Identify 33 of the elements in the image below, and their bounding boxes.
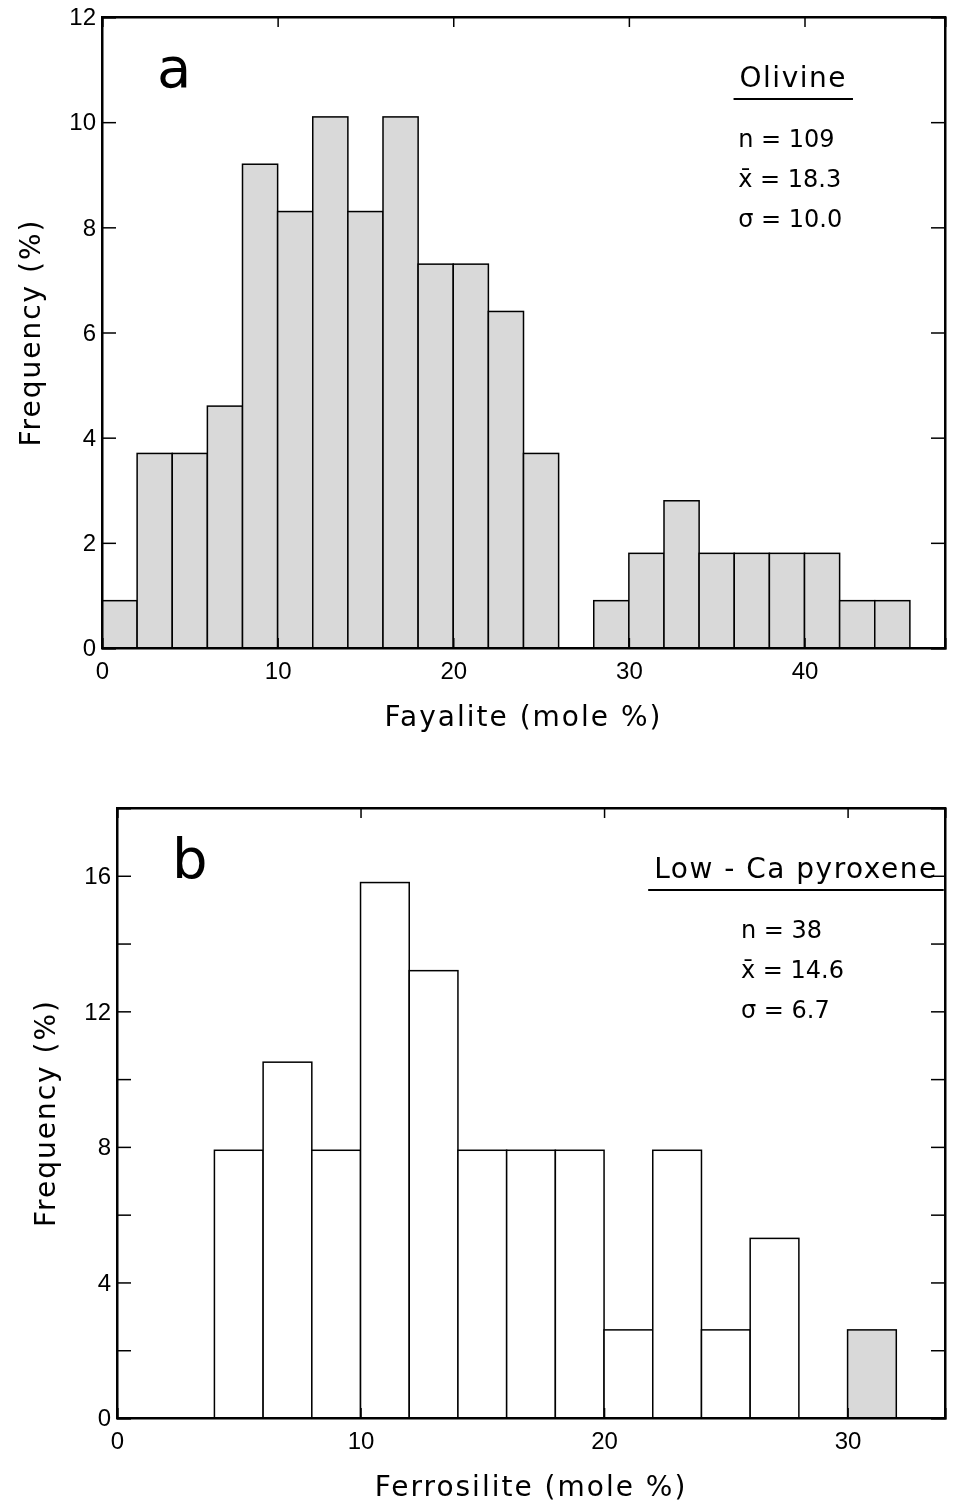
y-tick-label: 16 [84,861,111,889]
y-tick-label: 10 [69,108,96,136]
y-axis-title: Frequency (%) [14,218,47,447]
annotation: x̄ = 18.3 [738,165,842,193]
y-tick-label: 0 [97,1404,111,1432]
y-tick-label: 12 [69,3,96,31]
chart-title: b [172,826,208,891]
x-tick-label: 40 [791,657,819,685]
annotation: x̄ = 14.6 [740,956,844,984]
x-axis-title: Fayalite (mole %) [384,700,663,733]
y-tick-label: 8 [97,1133,111,1161]
y-tick-label: 4 [82,423,96,451]
x-tick-label: 30 [616,657,643,685]
y-tick-label: 12 [84,997,111,1025]
x-tick-label: 20 [440,657,468,685]
x-tick-label: 20 [591,1427,618,1455]
text: Olivine [739,61,847,94]
annotation: n = 109 [738,125,835,153]
chart-title: a [157,35,192,100]
text: Low - Ca pyroxene [654,852,938,885]
y-tick-label: 6 [82,318,96,346]
x-axis-title: Ferrosilite (mole %) [374,1470,688,1502]
annotation: n = 38 [740,916,823,944]
x-tick-label: 10 [264,657,292,685]
y-tick-label: 4 [97,1268,111,1296]
x-tick-label: 10 [347,1427,375,1455]
x-tick-label: 30 [834,1427,862,1455]
y-axis-title: Frequency (%) [29,998,62,1228]
annotation: σ = 6.7 [740,996,830,1024]
y-tick-label: 0 [82,634,96,662]
annotation: σ = 10.0 [738,205,843,233]
y-tick-label: 8 [82,213,96,241]
y-tick-label: 2 [82,529,96,557]
